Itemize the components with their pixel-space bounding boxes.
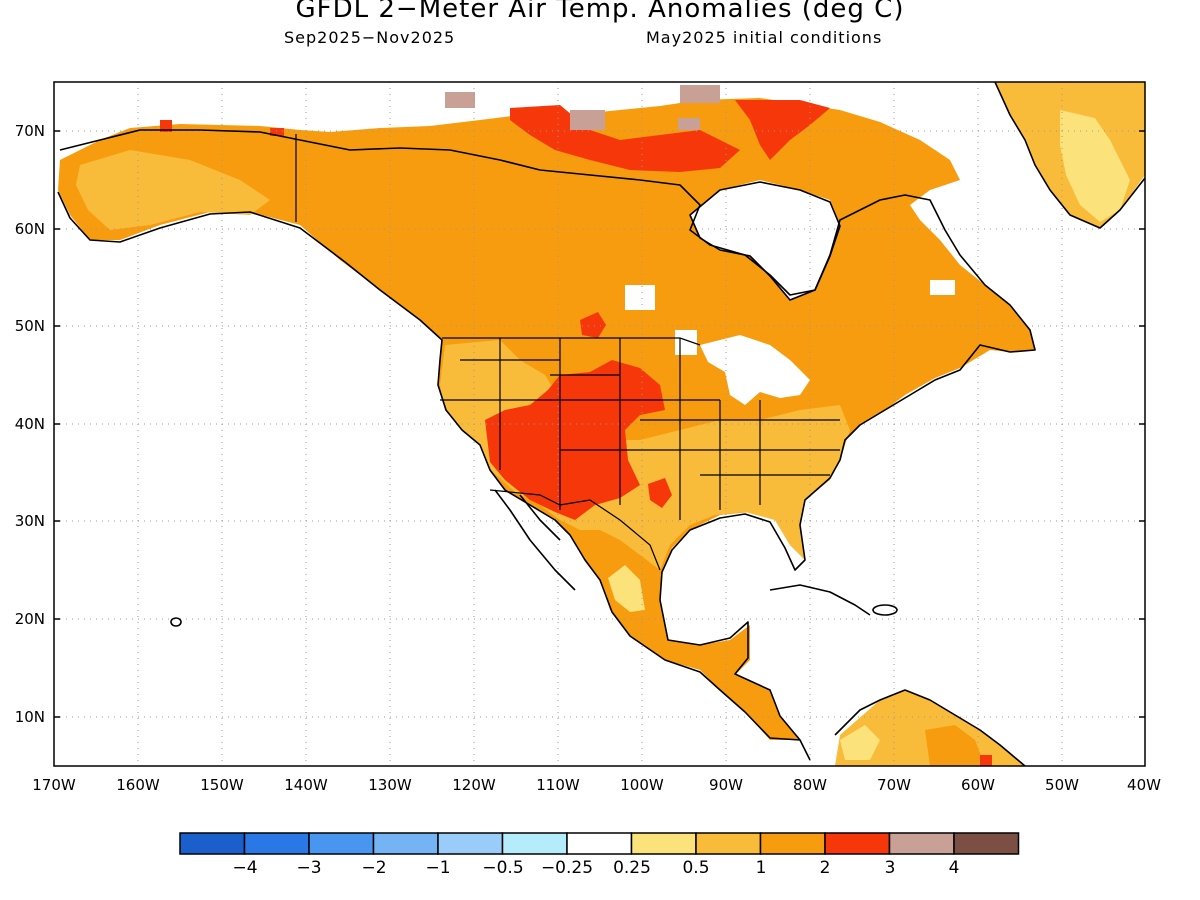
colorbar-labels: −4 −3 −2 −1 −0.5 −0.25 0.25 0.5 1 2 3 4 [232,858,959,878]
lon-label: 130W [368,776,412,794]
lon-label: 70W [877,776,911,794]
shade-arctic-red [270,128,284,136]
colorbar-swatch [695,832,762,855]
colorbar-swatch [372,832,439,855]
shade-alaska-light [76,150,270,230]
lat-ticks [54,130,1145,718]
lon-label: 140W [284,776,328,794]
colorbar-swatch [437,832,504,855]
shade-south-america-yellow [840,725,880,760]
colorbar-swatch [243,832,310,855]
colorbar-label: 1 [756,858,767,878]
coast-north-america [57,129,1036,761]
lon-label: 80W [793,776,827,794]
lat-label: 10N [15,708,45,726]
colorbar-label: −4 [232,858,257,878]
graticule [54,82,1145,766]
colorbar-label: −0.25 [541,858,593,878]
shade-red-spot [980,755,992,766]
lat-label: 40N [15,415,45,433]
border-us-canada [442,337,701,346]
colorbar-swatch [888,832,955,855]
coast-hudson-bay [689,181,841,301]
colorbar-swatch [759,832,826,855]
colorbar-label: −1 [425,858,450,878]
colorbar-label: 0.5 [682,858,709,878]
lon-labels: 170W 160W 150W 140W 130W 120W 110W 100W … [32,776,1161,794]
map-title: GFDL 2−Meter Air Temp. Anomalies (deg C) [295,0,905,24]
lat-label: 30N [15,512,45,530]
map-content [54,82,1145,766]
colorbar-label: 3 [885,858,896,878]
colorbar-swatch [630,832,697,855]
colorbar-label: 0.25 [613,858,651,878]
colorbar-label: −3 [296,858,321,878]
shade-red-spot [580,312,606,338]
shade-hudson-bay [690,180,840,300]
lon-label: 50W [1045,776,1079,794]
coast-greenland [994,82,1145,229]
shade-great-lakes [700,335,810,405]
lon-label: 90W [709,776,743,794]
colorbar-label: 2 [820,858,831,878]
lon-label: 150W [200,776,244,794]
coast-island [170,617,182,627]
coast-cuba [769,584,871,616]
shade-greenland-light [1060,110,1130,222]
lon-label: 160W [116,776,160,794]
lon-label: 110W [536,776,580,794]
shade-pink-brown [678,118,700,130]
colorbar-swatch [566,832,633,855]
initial-conditions: May2025 initial conditions [646,28,883,47]
colorbar-swatch [179,832,246,855]
colorbar-label: −2 [361,858,386,878]
coastlines [57,82,1145,766]
lon-label: 120W [452,776,496,794]
lon-label: 100W [620,776,664,794]
colorbar-swatch [501,832,568,855]
colorbar-label: −0.5 [482,858,523,878]
shade-south-america-orange [925,725,985,766]
shade-red-spot [648,478,672,508]
border-us-mexico [489,489,661,571]
lat-label: 70N [15,122,45,140]
colorbar [179,832,1020,855]
shade-white-patch [625,285,655,310]
shade-pink-brown [570,110,605,130]
forecast-period: Sep2025−Nov2025 [284,28,456,47]
shade-pink-brown [445,92,475,108]
lon-label: 60W [961,776,995,794]
colorbar-swatch [308,832,375,855]
lat-labels: 70N 60N 50N 40N 30N 20N 10N [15,122,45,726]
border-us-states [440,338,840,520]
shade-arctic-red [510,105,740,172]
coast-baja [494,489,576,591]
coast-south-america [834,689,1026,766]
anomaly-shading [58,82,1145,766]
shade-white-patch [930,280,955,295]
shade-mexico-yellow [608,565,645,612]
political-borders [295,134,840,571]
lon-label: 170W [32,776,76,794]
lon-label: 40W [1127,776,1161,794]
shade-pink-brown [680,85,720,103]
colorbar-label: 4 [949,858,960,878]
lat-label: 60N [15,220,45,238]
shade-arctic-red [735,100,830,160]
lat-label: 50N [15,317,45,335]
shade-arctic-red [160,120,172,132]
colorbar-swatch [824,832,891,855]
colorbar-swatch [953,832,1020,855]
coast-hispaniola [872,604,898,616]
lat-label: 20N [15,610,45,628]
